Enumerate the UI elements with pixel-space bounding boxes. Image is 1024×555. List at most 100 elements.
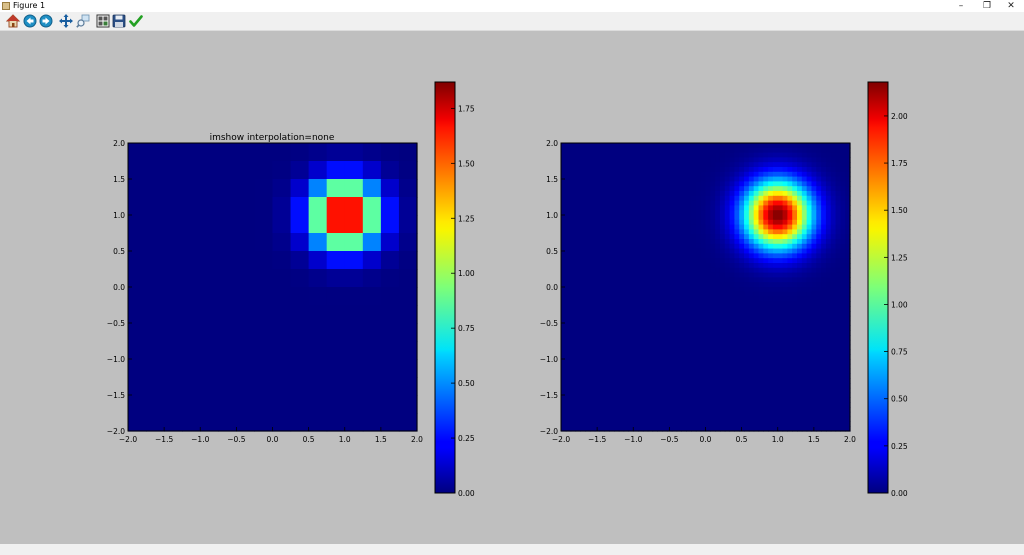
restore-button[interactable]: ❐ <box>982 1 992 11</box>
heatmap-cell <box>695 224 702 230</box>
heatmap-cell <box>724 416 731 422</box>
heatmap-cell <box>686 277 692 283</box>
heatmap-cell <box>724 272 731 278</box>
heatmap-cell <box>835 186 841 192</box>
heatmap-cell <box>753 210 760 216</box>
heatmap-cell <box>763 282 769 288</box>
minimize-button[interactable]: – <box>958 1 964 11</box>
heatmap-cell <box>657 378 663 384</box>
axes-left[interactable]: imshow interpolation=none −2.0 −1.5 −1.0 −0… <box>107 133 423 444</box>
heatmap-cell <box>609 191 615 197</box>
heatmap-cell <box>763 234 769 240</box>
axes-right[interactable]: −2.0 −1.5 −1.0 −0.5 0.0 0.5 1.0 1.5 2.0 2.01.51.… <box>540 139 856 444</box>
heatmap-cell <box>744 191 750 197</box>
heatmap-cell <box>585 147 591 154</box>
heatmap-cell <box>662 368 668 374</box>
heatmap-cell <box>768 392 774 398</box>
heatmap-cell <box>575 296 581 302</box>
heatmap-cell <box>638 392 644 398</box>
colorbar-left: 1.751.501.251.000.750.500.250.00 <box>434 81 475 498</box>
heatmap-cell <box>657 186 663 192</box>
heatmap-cell <box>585 306 591 312</box>
heatmap-cell <box>811 397 817 403</box>
heatmap-cell <box>753 296 760 302</box>
heatmap-cell <box>146 305 165 324</box>
heatmap-cell <box>565 287 572 293</box>
heatmap-cell <box>806 157 813 163</box>
figure-canvas[interactable]: imshow interpolation=none −2.0 −1.5 −1.0 −0… <box>0 30 1024 544</box>
heatmap-cell <box>565 205 572 211</box>
heatmap-cell <box>642 215 649 221</box>
heatmap-cell <box>589 296 596 302</box>
heatmap-cell <box>681 407 687 413</box>
heatmap-cell <box>594 143 601 149</box>
heatmap-cell <box>676 301 683 307</box>
heatmap-cell <box>816 296 822 302</box>
heatmap-cell <box>638 344 644 350</box>
heatmap-cell <box>739 407 745 413</box>
edit-parameters-button[interactable] <box>128 13 144 29</box>
heatmap-cell <box>671 243 678 250</box>
heatmap-cell <box>398 143 418 162</box>
heatmap-cell <box>768 397 774 403</box>
heatmap-cell <box>801 143 808 149</box>
heatmap-cell <box>647 171 654 178</box>
heatmap-cell <box>671 359 678 365</box>
heatmap-cell <box>676 311 683 317</box>
heatmap-cell <box>218 269 237 288</box>
heatmap-cell <box>821 219 827 226</box>
heatmap-cell <box>758 421 764 427</box>
heatmap-cell <box>561 325 567 331</box>
heatmap-cell <box>753 320 760 326</box>
save-button[interactable] <box>111 13 127 29</box>
heatmap-cell <box>652 224 658 230</box>
heatmap-cell <box>609 200 615 206</box>
zoom-button[interactable] <box>75 13 91 29</box>
back-button[interactable] <box>22 13 38 29</box>
heatmap-cell <box>724 248 731 254</box>
heatmap-cell <box>705 224 711 230</box>
heatmap-cell <box>715 200 721 206</box>
home-button[interactable] <box>5 13 21 29</box>
heatmap-cell <box>845 325 851 331</box>
heatmap-cell <box>642 229 649 235</box>
close-button[interactable]: ✕ <box>1007 1 1015 11</box>
heatmap-cell <box>589 397 596 403</box>
pan-button[interactable] <box>58 13 74 29</box>
heatmap-cell <box>806 349 813 355</box>
heatmap-cell <box>642 191 649 197</box>
heatmap-cell <box>613 311 620 317</box>
heatmap-cell <box>666 349 673 355</box>
heatmap-cell <box>719 224 726 230</box>
heatmap-cell <box>816 210 822 216</box>
heatmap-cell <box>575 239 581 245</box>
forward-button[interactable] <box>38 13 54 29</box>
heatmap-cell <box>748 152 755 158</box>
heatmap-cell <box>681 229 687 235</box>
heatmap-cell <box>748 330 755 336</box>
heatmap-cell <box>362 305 382 324</box>
heatmap-cell <box>676 239 683 245</box>
heatmap-cell <box>128 197 147 216</box>
heatmap-cell <box>681 224 687 230</box>
heatmap-cell <box>801 205 808 211</box>
heatmap-cell <box>662 277 668 283</box>
heatmap-cell <box>729 421 735 427</box>
heatmap-cell <box>380 359 400 378</box>
heatmap-cell <box>618 229 625 235</box>
heatmap-cell <box>705 320 711 326</box>
heatmap-cell <box>575 253 581 259</box>
heatmap-cell <box>638 171 644 178</box>
heatmap-cell <box>570 200 577 206</box>
colorbar-tick-label: 1.75 <box>458 104 475 113</box>
heatmap-cell <box>561 373 567 379</box>
subplots-button[interactable] <box>95 13 111 29</box>
heatmap-cell <box>575 171 581 178</box>
heatmap-cell <box>599 426 605 432</box>
heatmap-cell <box>705 195 711 202</box>
heatmap-cell <box>700 363 707 370</box>
heatmap-cell <box>830 421 837 427</box>
heatmap-cell <box>686 253 692 259</box>
heatmap-cell <box>671 335 678 341</box>
heatmap-cell <box>758 282 764 288</box>
